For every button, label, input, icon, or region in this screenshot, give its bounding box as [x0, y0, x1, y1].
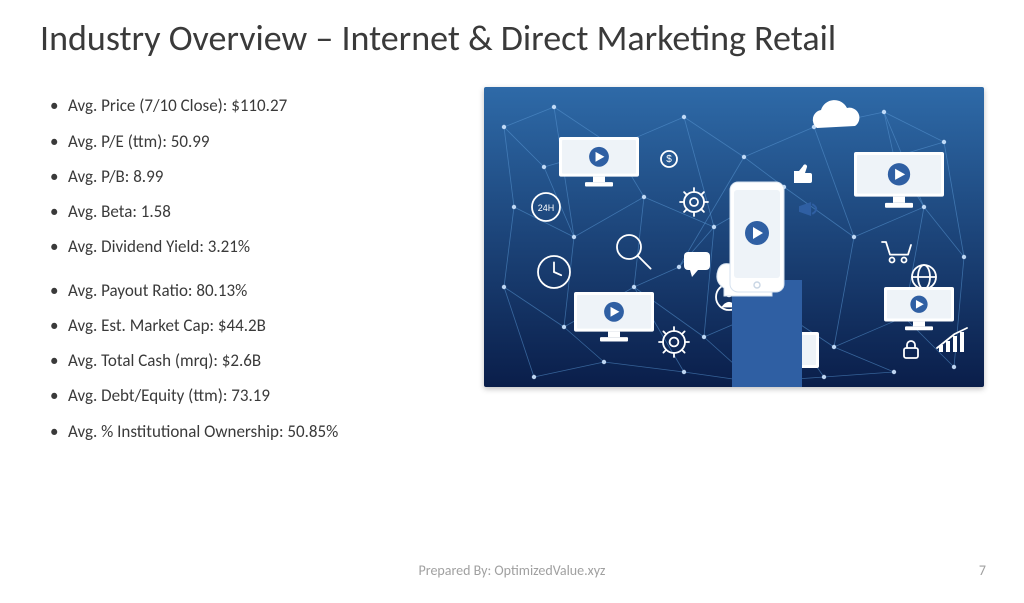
- svg-text:$: $: [666, 154, 672, 165]
- svg-text:24H: 24H: [538, 203, 555, 213]
- content-row: Avg. Price (7/10 Close): $110.27 Avg. P/…: [40, 95, 984, 464]
- bullet-list-container: Avg. Price (7/10 Close): $110.27 Avg. P/…: [40, 95, 464, 464]
- list-item: Avg. Est. Market Cap: $44.2B: [48, 315, 464, 336]
- network-infographic-svg: 24H $: [484, 87, 984, 387]
- page-number: 7: [979, 562, 986, 579]
- list-item: Avg. Debt/Equity (ttm): 73.19: [48, 385, 464, 406]
- slide: Industry Overview – Internet & Direct Ma…: [0, 0, 1024, 603]
- list-item: Avg. Total Cash (mrq): $2.6B: [48, 350, 464, 371]
- list-item: Avg. Payout Ratio: 80.13%: [48, 280, 464, 301]
- list-item: Avg. P/B: 8.99: [48, 166, 464, 187]
- bullet-group-2: Avg. Payout Ratio: 80.13% Avg. Est. Mark…: [48, 280, 464, 442]
- list-item: Avg. Price (7/10 Close): $110.27: [48, 95, 464, 116]
- list-item: Avg. % Institutional Ownership: 50.85%: [48, 421, 464, 442]
- list-item: Avg. P/E (ttm): 50.99: [48, 131, 464, 152]
- list-item: Avg. Dividend Yield: 3.21%: [48, 236, 464, 257]
- footer-text: Prepared By: OptimizedValue.xyz: [0, 562, 1024, 579]
- page-title: Industry Overview – Internet & Direct Ma…: [40, 18, 984, 59]
- list-item: Avg. Beta: 1.58: [48, 201, 464, 222]
- bullet-group-1: Avg. Price (7/10 Close): $110.27 Avg. P/…: [48, 95, 464, 257]
- infographic-image: 24H $: [484, 87, 984, 387]
